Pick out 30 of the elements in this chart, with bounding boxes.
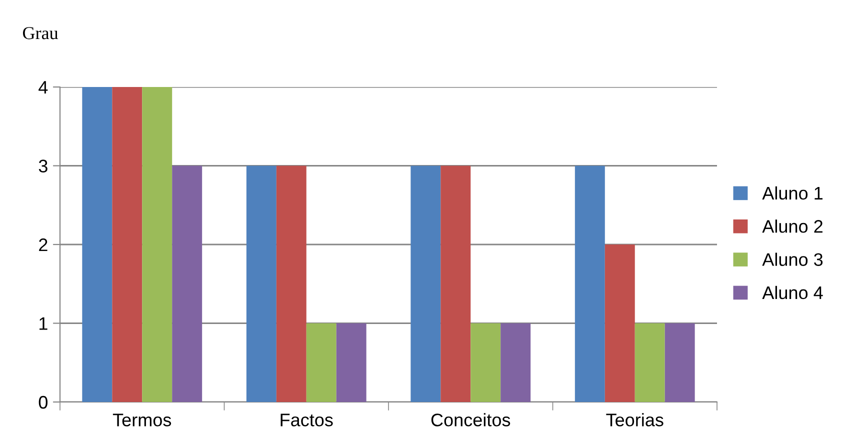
bar bbox=[604, 244, 635, 402]
bar bbox=[470, 323, 501, 402]
y-tick-label: 1 bbox=[40, 317, 48, 330]
bar bbox=[664, 323, 695, 402]
bar bbox=[172, 166, 202, 402]
bar bbox=[634, 323, 665, 402]
bar bbox=[246, 166, 276, 402]
bar bbox=[440, 166, 471, 402]
bar bbox=[500, 323, 531, 402]
x-tick-label: Factos bbox=[280, 414, 333, 426]
x-tick-label: Teorias bbox=[606, 413, 664, 426]
y-tick-label: 4 bbox=[38, 81, 48, 94]
bar bbox=[410, 166, 441, 402]
y-tick-label: 2 bbox=[39, 238, 48, 252]
y-axis-title: Grau bbox=[22, 27, 58, 40]
y-tick-label: 0 bbox=[38, 396, 48, 409]
legend-label: Aluno 4 bbox=[762, 286, 823, 300]
y-tick-label: 3 bbox=[38, 160, 48, 172]
legend-label: Aluno 3 bbox=[762, 252, 823, 266]
x-tick-label: Termos bbox=[112, 414, 172, 426]
bar bbox=[112, 87, 142, 402]
legend-label: Aluno 2 bbox=[762, 220, 822, 233]
bar bbox=[306, 323, 336, 402]
bar bbox=[142, 87, 172, 402]
bar bbox=[276, 166, 306, 402]
legend-label: Aluno 1 bbox=[762, 186, 822, 200]
x-tick-label: Conceitos bbox=[431, 413, 510, 426]
bar bbox=[336, 323, 366, 402]
bar bbox=[574, 166, 605, 402]
bar bbox=[82, 87, 112, 402]
